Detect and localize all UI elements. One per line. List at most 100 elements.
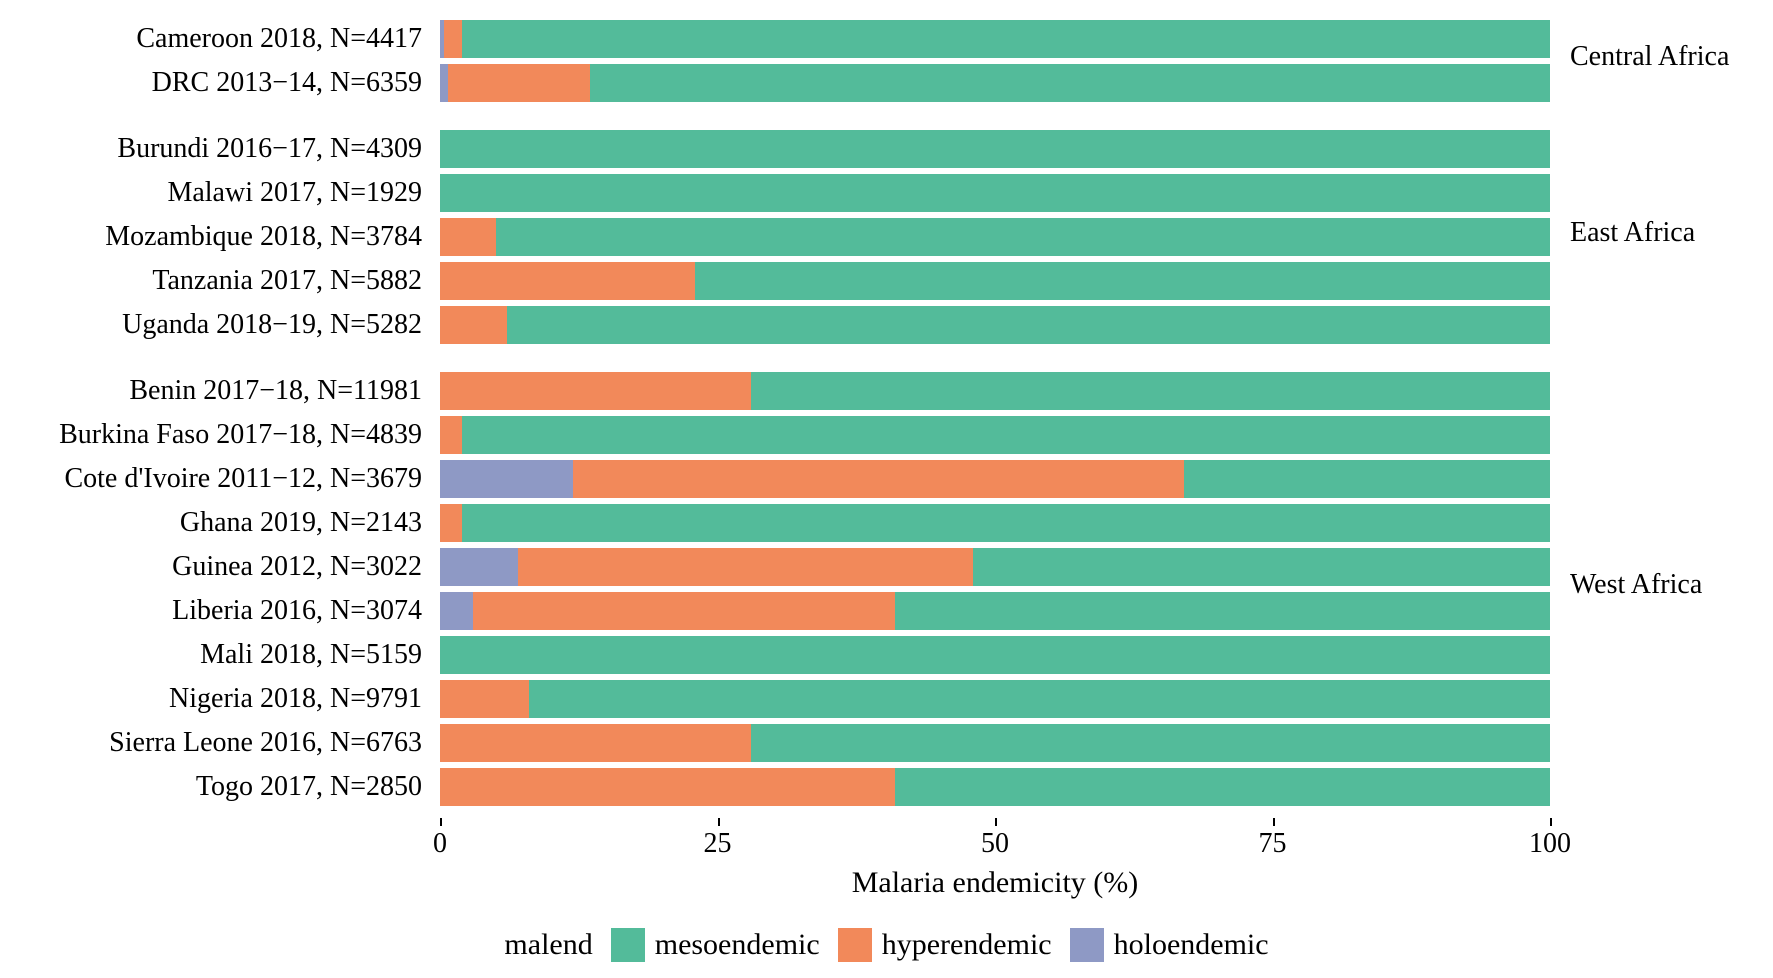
bar-track [440, 372, 1550, 410]
bar-row: Togo 2017, N=2850 [440, 768, 1550, 806]
bar-segment-mesoendemic [507, 306, 1550, 344]
bar-row: Mozambique 2018, N=3784 [440, 218, 1550, 256]
bar-track [440, 20, 1550, 58]
row-label: Liberia 2016, N=3074 [172, 595, 422, 627]
facet: Burundi 2016−17, N=4309 Malawi 2017, N=19… [440, 130, 1550, 344]
facet: Benin 2017−18, N=11981 Burkina Faso 2017−… [440, 372, 1550, 806]
bar-segment-mesoendemic [529, 680, 1550, 718]
bar-row: Cameroon 2018, N=4417 [440, 20, 1550, 58]
x-tick-label: 50 [981, 828, 1009, 860]
bar-segment-hyperendemic [518, 548, 973, 586]
bar-segment-hyperendemic [440, 768, 895, 806]
legend-swatch-holoendemic [1070, 928, 1104, 962]
bar-segment-hyperendemic [440, 504, 462, 542]
bar-segment-mesoendemic [1184, 460, 1550, 498]
bar-track [440, 636, 1550, 674]
bar-track [440, 174, 1550, 212]
facet: Cameroon 2018, N=4417 DRC 2013−14, N=6359 [440, 20, 1550, 102]
bar-segment-mesoendemic [462, 20, 1550, 58]
x-tick [995, 818, 997, 826]
bar-track [440, 768, 1550, 806]
row-label: Mali 2018, N=5159 [200, 639, 422, 671]
bar-row: Tanzania 2017, N=5882 [440, 262, 1550, 300]
row-label: DRC 2013−14, N=6359 [152, 67, 422, 99]
bar-segment-hyperendemic [440, 306, 507, 344]
bar-track [440, 306, 1550, 344]
bar-track [440, 504, 1550, 542]
bar-track [440, 724, 1550, 762]
x-tick [1550, 818, 1552, 826]
bar-segment-hyperendemic [440, 680, 529, 718]
bar-row: Nigeria 2018, N=9791 [440, 680, 1550, 718]
row-label: Malawi 2017, N=1929 [167, 177, 422, 209]
row-label: Mozambique 2018, N=3784 [105, 221, 422, 253]
bar-segment-hyperendemic [473, 592, 895, 630]
row-label: Nigeria 2018, N=9791 [169, 683, 422, 715]
bar-row: Malawi 2017, N=1929 [440, 174, 1550, 212]
bar-segment-mesoendemic [462, 416, 1550, 454]
bar-row: Burundi 2016−17, N=4309 [440, 130, 1550, 168]
bar-segment-mesoendemic [751, 372, 1550, 410]
facet-label: West Africa [1570, 569, 1760, 601]
bar-track [440, 548, 1550, 586]
bar-row: Mali 2018, N=5159 [440, 636, 1550, 674]
bar-row: Benin 2017−18, N=11981 [440, 372, 1550, 410]
bar-row: Sierra Leone 2016, N=6763 [440, 724, 1550, 762]
x-tick [718, 818, 720, 826]
bar-row: Liberia 2016, N=3074 [440, 592, 1550, 630]
facet-label: Central Africa [1570, 41, 1760, 73]
bar-segment-mesoendemic [751, 724, 1550, 762]
chart-container: Cameroon 2018, N=4417 DRC 2013−14, N=6359… [0, 0, 1773, 978]
row-label: Ghana 2019, N=2143 [180, 507, 422, 539]
row-label: Tanzania 2017, N=5882 [152, 265, 422, 297]
bar-segment-mesoendemic [695, 262, 1550, 300]
bar-row: Cote d'Ivoire 2011−12, N=3679 [440, 460, 1550, 498]
bar-track [440, 592, 1550, 630]
bar-segment-hyperendemic [440, 724, 751, 762]
x-tick-label: 25 [704, 828, 732, 860]
legend-item: hyperendemic [838, 928, 1052, 962]
x-tick-label: 75 [1259, 828, 1287, 860]
bar-track [440, 64, 1550, 102]
row-label: Burundi 2016−17, N=4309 [117, 133, 422, 165]
bar-row: Burkina Faso 2017−18, N=4839 [440, 416, 1550, 454]
bar-track [440, 262, 1550, 300]
bar-row: DRC 2013−14, N=6359 [440, 64, 1550, 102]
bar-segment-mesoendemic [895, 592, 1550, 630]
row-label: Uganda 2018−19, N=5282 [122, 309, 422, 341]
row-label: Cote d'Ivoire 2011−12, N=3679 [64, 463, 422, 495]
x-axis-title: Malaria endemicity (%) [440, 866, 1550, 900]
legend-swatch-hyperendemic [838, 928, 872, 962]
bar-segment-mesoendemic [440, 636, 1550, 674]
legend-swatch-mesoendemic [611, 928, 645, 962]
bar-segment-holoendemic [440, 64, 448, 102]
bar-track [440, 460, 1550, 498]
legend-title: malend [504, 928, 592, 962]
bar-row: Ghana 2019, N=2143 [440, 504, 1550, 542]
bar-segment-mesoendemic [440, 130, 1550, 168]
bar-segment-hyperendemic [440, 416, 462, 454]
bar-track [440, 130, 1550, 168]
legend-item: mesoendemic [611, 928, 820, 962]
row-label: Sierra Leone 2016, N=6763 [109, 727, 422, 759]
bar-track [440, 218, 1550, 256]
row-label: Benin 2017−18, N=11981 [129, 375, 422, 407]
row-label: Togo 2017, N=2850 [196, 771, 422, 803]
bar-segment-hyperendemic [444, 20, 462, 58]
bar-segment-hyperendemic [573, 460, 1184, 498]
bar-segment-hyperendemic [440, 372, 751, 410]
legend-label: holoendemic [1114, 928, 1269, 962]
x-tick [440, 818, 442, 826]
bar-segment-mesoendemic [590, 64, 1550, 102]
bar-segment-mesoendemic [462, 504, 1550, 542]
x-tick-label: 0 [433, 828, 447, 860]
bar-track [440, 680, 1550, 718]
legend-item: holoendemic [1070, 928, 1269, 962]
legend: malend mesoendemic hyperendemic holoendemi… [0, 928, 1773, 962]
x-tick-label: 100 [1529, 828, 1571, 860]
plot-area: Cameroon 2018, N=4417 DRC 2013−14, N=6359… [440, 20, 1550, 850]
bar-row: Uganda 2018−19, N=5282 [440, 306, 1550, 344]
bar-segment-holoendemic [440, 592, 473, 630]
row-label: Burkina Faso 2017−18, N=4839 [59, 419, 422, 451]
bar-segment-hyperendemic [440, 262, 695, 300]
